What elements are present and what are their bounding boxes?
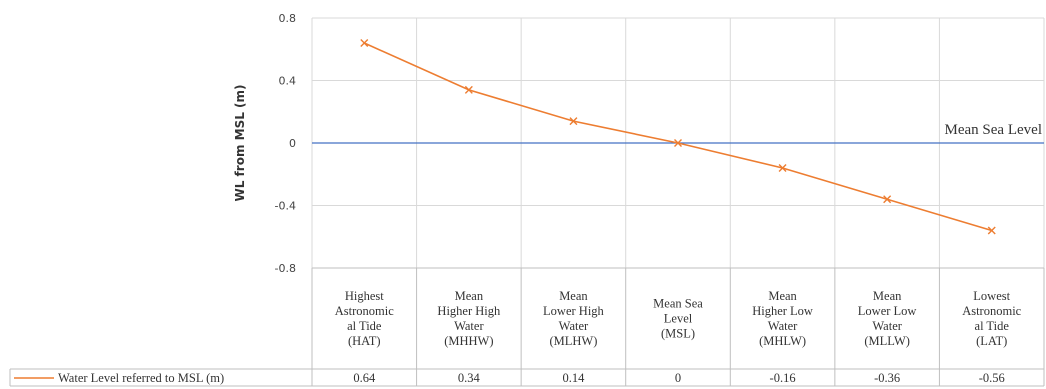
category-label-line: Higher Low — [752, 304, 813, 318]
data-table-value: 0 — [675, 371, 681, 385]
data-table-lines — [9, 267, 1045, 387]
legend-label: Water Level referred to MSL (m) — [58, 371, 224, 385]
category-label: Highest Astronomic al Tide (HAT) — [335, 289, 394, 348]
category-label-line: Higher High — [437, 304, 501, 318]
data-point-marker — [778, 164, 787, 172]
category-label-line: al Tide — [975, 319, 1010, 333]
y-axis-ticks: 0.8 0.4 0 -0.4 -0.8 — [275, 12, 296, 275]
data-table-value: 0.14 — [562, 371, 585, 385]
marker-stroke — [674, 139, 682, 147]
category-label: Lowest Astronomic al Tide (LAT) — [962, 289, 1021, 348]
category-label-line: Level — [664, 312, 693, 326]
y-tick-label: -0.8 — [275, 262, 296, 275]
data-point-marker — [464, 85, 473, 94]
series-water-level — [360, 39, 996, 235]
marker-stroke — [360, 39, 369, 47]
category-label-line: (MSL) — [661, 327, 695, 341]
category-label-line: Astronomic — [335, 304, 394, 318]
category-label-line: (MHLW) — [759, 334, 806, 348]
y-tick-label: 0.4 — [279, 75, 297, 88]
y-tick-label: -0.4 — [275, 200, 296, 213]
category-label-line: Astronomic — [962, 304, 1021, 318]
category-label-line: Mean — [873, 289, 902, 303]
category-label: Mean Sea Level (MSL) — [653, 297, 703, 341]
data-table-value: -0.36 — [874, 371, 900, 385]
category-label-line: Mean — [768, 289, 797, 303]
category-label-line: (MLHW) — [549, 334, 597, 348]
data-point-marker — [569, 117, 578, 126]
category-label-line: Water — [559, 319, 589, 333]
category-label-line: Highest — [345, 289, 384, 303]
category-labels: Highest Astronomic al Tide (HAT)Mean Higher … — [335, 289, 1022, 348]
category-label-line: (MLLW) — [864, 334, 910, 348]
data-table-value: -0.16 — [770, 371, 796, 385]
data-table-values: 0.64 0.34 0.14 0 -0.16 -0.36 -0.56 — [353, 371, 1004, 385]
y-tick-label: 0.8 — [279, 12, 297, 25]
data-table-value: -0.56 — [979, 371, 1005, 385]
category-label-line: Mean Sea — [653, 297, 703, 311]
category-label: Mean Higher High Water (MHHW) — [437, 289, 501, 348]
category-label-line: Mean — [559, 289, 588, 303]
category-label: Mean Higher Low Water (MHLW) — [752, 289, 813, 348]
mean-sea-level-annotation: Mean Sea Level — [945, 122, 1042, 138]
category-label-line: Lower Low — [858, 304, 917, 318]
y-tick-label: 0 — [289, 137, 296, 150]
y-axis-label: WL from MSL (m) — [233, 84, 247, 201]
data-table-value: 0.64 — [353, 371, 376, 385]
data-point-marker — [883, 195, 892, 204]
marker-stroke — [464, 85, 473, 94]
category-label-line: al Tide — [347, 319, 382, 333]
category-label-line: Water — [768, 319, 798, 333]
data-table-value: 0.34 — [458, 371, 481, 385]
category-label-line: (LAT) — [976, 334, 1007, 348]
legend: Water Level referred to MSL (m) — [14, 371, 224, 385]
data-point-marker — [360, 39, 369, 47]
data-point-marker — [674, 139, 682, 147]
category-label-line: Lowest — [973, 289, 1010, 303]
data-point-marker — [987, 226, 996, 235]
category-label-line: Water — [454, 319, 484, 333]
category-label-line: Lower High — [543, 304, 604, 318]
marker-stroke — [987, 226, 996, 235]
marker-stroke — [883, 195, 892, 204]
category-label-line: Mean — [455, 289, 484, 303]
marker-stroke — [778, 164, 787, 172]
category-label: Mean Lower High Water (MLHW) — [543, 289, 604, 348]
marker-stroke — [569, 117, 578, 126]
category-label: Mean Lower Low Water (MLLW) — [858, 289, 917, 348]
series-line — [363, 42, 992, 232]
category-label-line: Water — [872, 319, 902, 333]
category-label-line: (HAT) — [348, 334, 381, 348]
category-label-line: (MHHW) — [444, 334, 493, 348]
